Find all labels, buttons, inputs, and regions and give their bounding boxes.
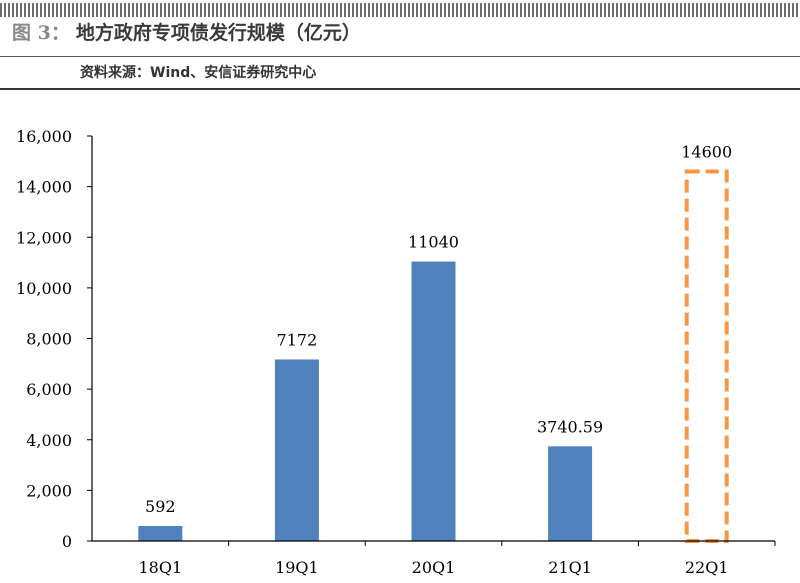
y-tick-label: 2,000 xyxy=(26,481,72,500)
x-tick-label: 18Q1 xyxy=(138,558,182,577)
data-labels: 592 7172 11040 3740.59 14600 xyxy=(145,142,732,516)
y-tick-label: 6,000 xyxy=(26,380,72,399)
bar-19q1 xyxy=(274,359,319,541)
y-tick-label: 10,000 xyxy=(16,279,72,298)
x-tick-label: 20Q1 xyxy=(412,558,456,577)
x-tick-label: 21Q1 xyxy=(548,558,592,577)
data-label: 3740.59 xyxy=(537,417,603,436)
bars xyxy=(138,169,729,543)
x-tick-label: 19Q1 xyxy=(275,558,319,577)
y-tick-label: 14,000 xyxy=(16,178,72,197)
bar-20q1 xyxy=(411,261,456,541)
y-axis-ticks: 0 2,000 4,000 6,000 8,000 10,000 12,000 14,000 1… xyxy=(16,127,92,551)
x-axis-ticks: 18Q1 19Q1 20Q1 21Q1 22Q1 xyxy=(138,541,776,577)
figure-title-text: 地方政府专项债发行规模（亿元） xyxy=(75,22,361,44)
bar-21q1 xyxy=(548,446,593,541)
title-divider xyxy=(0,56,800,57)
data-label: 11040 xyxy=(408,233,459,252)
y-tick-label: 12,000 xyxy=(16,228,72,247)
figure-title: 图 3： 地方政府专项债发行规模（亿元） xyxy=(12,18,361,48)
data-label: 14600 xyxy=(681,142,732,161)
bar-18q1 xyxy=(138,526,183,541)
bar-22q1-projected xyxy=(684,169,729,543)
data-label: 592 xyxy=(145,497,176,516)
y-tick-label: 4,000 xyxy=(26,431,72,450)
y-tick-label: 16,000 xyxy=(16,127,72,146)
x-tick-label: 22Q1 xyxy=(685,558,729,577)
y-tick-label: 0 xyxy=(62,532,72,551)
y-tick-label: 8,000 xyxy=(26,330,72,349)
header-bottom-rule xyxy=(0,88,800,90)
source-note: 资料来源：Wind、安信证券研究中心 xyxy=(80,65,317,81)
bar-chart: 0 2,000 4,000 6,000 8,000 10,000 12,000 14,000 1… xyxy=(16,127,776,577)
header-hatch-band xyxy=(0,3,800,17)
data-label: 7172 xyxy=(277,330,318,349)
figure-number: 图 3： xyxy=(12,22,70,44)
